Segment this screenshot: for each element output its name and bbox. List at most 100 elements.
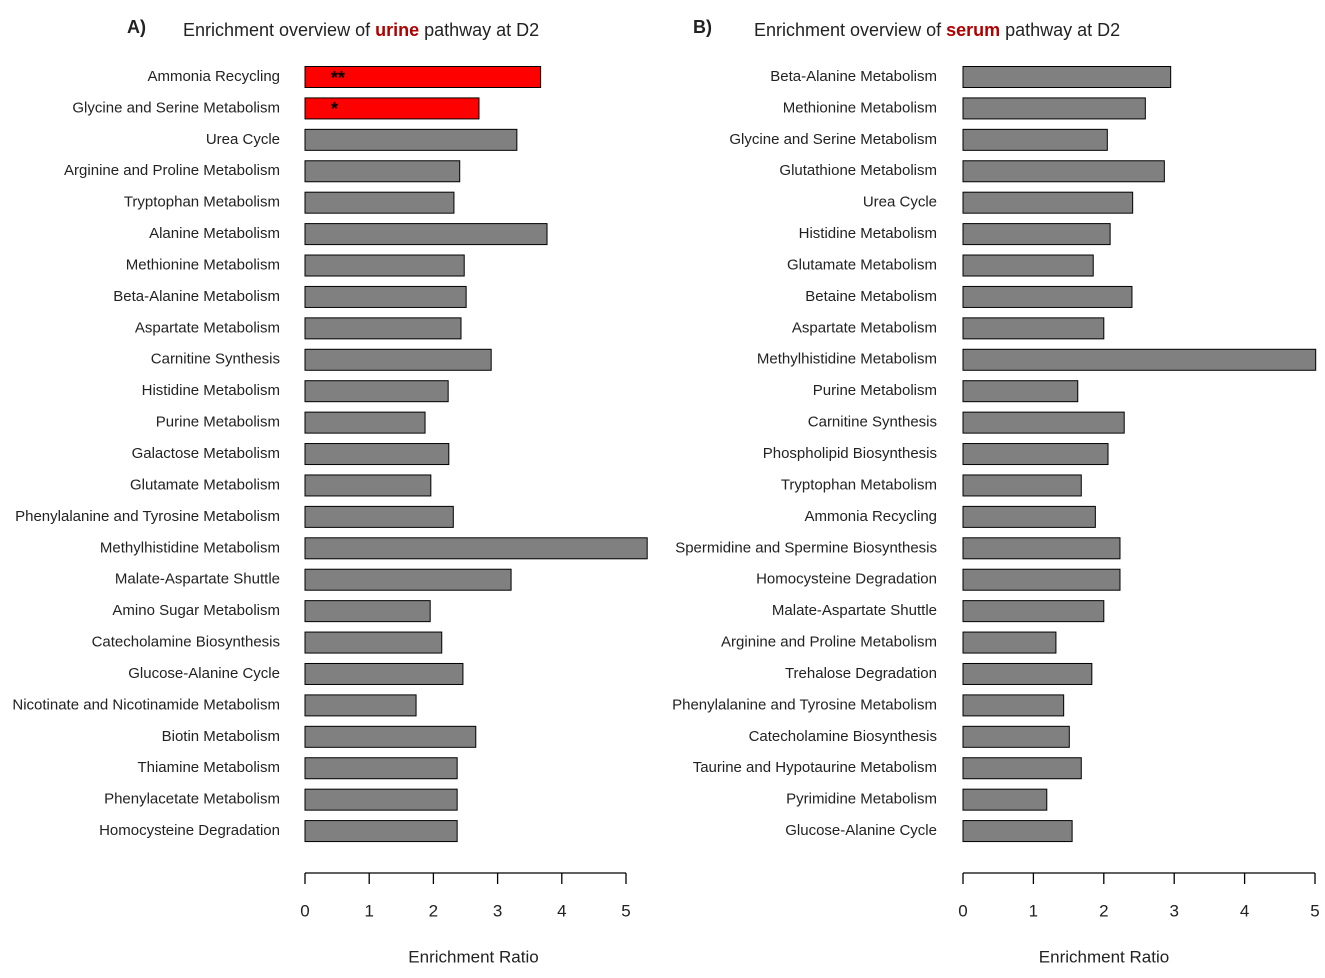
- bar: [304, 568, 512, 591]
- bar: [304, 694, 417, 717]
- bar: [962, 317, 1105, 340]
- y-tick-label: Purine Metabolism: [156, 414, 280, 431]
- bar: [962, 411, 1125, 434]
- chart-panel: A) Enrichment overview of urine pathway at …: [12, 17, 648, 966]
- bar: [304, 662, 464, 685]
- chart-title: Enrichment overview of serum pathway at D2: [754, 20, 1120, 40]
- bar: [962, 380, 1079, 403]
- y-tick-label: Phenylalanine and Tyrosine Metabolism: [15, 508, 280, 525]
- y-tick-label: Phospholipid Biosynthesis: [763, 445, 937, 462]
- bar: [962, 725, 1070, 748]
- y-tick-label: Biotin Metabolism: [162, 728, 280, 745]
- y-tick-label: Beta-Alanine Metabolism: [113, 288, 280, 305]
- y-tick-label: Malate-Aspartate Shuttle: [772, 602, 937, 619]
- bar: [304, 66, 542, 88]
- y-tick-label: Urea Cycle: [863, 194, 937, 211]
- y-tick-label: Tryptophan Metabolism: [781, 476, 937, 493]
- bar: [304, 380, 449, 403]
- bar: [304, 97, 480, 120]
- x-tick-label: 3: [493, 901, 502, 920]
- x-tick-label: 4: [1240, 901, 1249, 920]
- y-tick-label: Phenylacetate Metabolism: [104, 791, 280, 808]
- title-part: Enrichment overview of: [183, 20, 371, 40]
- chart-title: Enrichment overview of urine pathway at D2: [183, 20, 539, 40]
- y-tick-label: Aspartate Metabolism: [135, 319, 280, 336]
- y-tick-label: Homocysteine Degradation: [756, 571, 937, 588]
- bar: [962, 443, 1109, 466]
- bar: [304, 725, 477, 748]
- bar: [962, 254, 1094, 277]
- bar: [304, 285, 467, 308]
- bar: [304, 191, 455, 214]
- bar: [962, 223, 1111, 246]
- y-tick-label: Glutamate Metabolism: [787, 256, 937, 273]
- y-tick-label: Taurine and Hypotaurine Metabolism: [693, 759, 937, 776]
- y-tick-label: Glucose-Alanine Cycle: [128, 665, 280, 682]
- y-tick-label: Galactose Metabolism: [132, 445, 280, 462]
- significance-marker: **: [331, 68, 345, 88]
- bar: [962, 285, 1133, 308]
- bar: [962, 537, 1121, 560]
- bar: [304, 788, 458, 811]
- x-axis-label: Enrichment Ratio: [1039, 947, 1169, 966]
- x-tick-label: 2: [429, 901, 438, 920]
- y-tick-label: Glucose-Alanine Cycle: [785, 822, 937, 839]
- bar: [304, 631, 443, 654]
- panel-label: B): [693, 17, 712, 37]
- bar: [304, 600, 431, 623]
- y-tick-label: Glycine and Serine Metabolism: [72, 99, 280, 116]
- bar: [962, 97, 1146, 120]
- x-tick-label: 0: [300, 901, 309, 920]
- y-tick-label: Homocysteine Degradation: [99, 822, 280, 839]
- bar: [962, 505, 1096, 528]
- y-tick-label: Ammonia Recycling: [147, 68, 280, 85]
- y-tick-label: Betaine Metabolism: [805, 288, 937, 305]
- y-tick-label: Phenylalanine and Tyrosine Metabolism: [672, 696, 937, 713]
- y-tick-label: Nicotinate and Nicotinamide Metabolism: [12, 696, 280, 713]
- y-tick-label: Spermidine and Spermine Biosynthesis: [675, 539, 937, 556]
- y-tick-label: Methionine Metabolism: [126, 256, 280, 273]
- bar: [962, 191, 1134, 214]
- y-tick-label: Methylhistidine Metabolism: [100, 539, 280, 556]
- title-part: pathway at D2: [424, 20, 539, 40]
- title-part: serum: [946, 20, 1000, 40]
- y-tick-label: Tryptophan Metabolism: [124, 194, 280, 211]
- y-tick-label: Trehalose Degradation: [785, 665, 937, 682]
- x-tick-label: 2: [1099, 901, 1108, 920]
- bar: [962, 757, 1082, 780]
- title-part: urine: [375, 20, 419, 40]
- y-tick-label: Urea Cycle: [206, 131, 280, 148]
- x-tick-label: 5: [1310, 901, 1319, 920]
- panel-label: A): [127, 17, 146, 37]
- bar: [304, 443, 450, 466]
- y-tick-label: Glutamate Metabolism: [130, 476, 280, 493]
- y-tick-label: Amino Sugar Metabolism: [112, 602, 280, 619]
- y-tick-label: Arginine and Proline Metabolism: [721, 634, 937, 651]
- bar: [304, 254, 465, 277]
- y-tick-label: Catecholamine Biosynthesis: [749, 728, 937, 745]
- bar: [304, 820, 458, 843]
- y-tick-label: Methionine Metabolism: [783, 99, 937, 116]
- bar: [962, 820, 1073, 843]
- y-tick-label: Arginine and Proline Metabolism: [64, 162, 280, 179]
- bar: [962, 128, 1108, 151]
- significance-marker: *: [331, 99, 338, 119]
- y-tick-label: Glycine and Serine Metabolism: [729, 131, 937, 148]
- y-tick-label: Histidine Metabolism: [142, 382, 280, 399]
- bar: [962, 160, 1165, 183]
- bar: [304, 411, 426, 434]
- y-tick-label: Carnitine Synthesis: [808, 414, 937, 431]
- bar: [962, 568, 1121, 591]
- y-tick-label: Ammonia Recycling: [804, 508, 937, 525]
- bar: [304, 505, 454, 528]
- y-tick-label: Carnitine Synthesis: [151, 351, 280, 368]
- y-tick-label: Catecholamine Biosynthesis: [92, 634, 280, 651]
- x-tick-label: 1: [1029, 901, 1038, 920]
- x-axis-label: Enrichment Ratio: [408, 947, 538, 966]
- title-part: Enrichment overview of: [754, 20, 942, 40]
- bar: [304, 537, 648, 560]
- y-tick-label: Pyrimidine Metabolism: [786, 791, 937, 808]
- bar: [962, 631, 1057, 654]
- bar: [304, 160, 461, 183]
